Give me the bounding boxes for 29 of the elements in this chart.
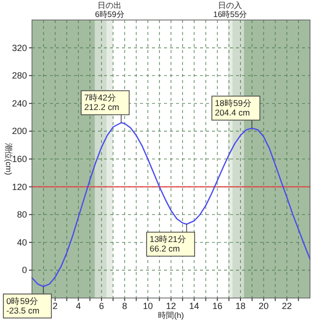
y-tick-label: 120: [12, 182, 27, 192]
annotation: 18時59分 204.4 cm: [214, 98, 252, 118]
band-label: 日の出 6時59分: [94, 1, 124, 19]
x-tick-label: 22: [282, 301, 292, 311]
x-tick-label: 2: [52, 301, 58, 311]
y-tick-label: 0: [22, 265, 27, 276]
y-tick-label: 320: [12, 42, 27, 53]
y-tick-label: 80: [16, 210, 27, 220]
y-tick-label: 200: [12, 126, 27, 136]
y-axis-title: 潮位(cm): [4, 143, 13, 176]
x-tick-label: 14: [189, 301, 200, 311]
y-tick-label: 40: [16, 237, 27, 248]
y-tick-label: 280: [12, 70, 27, 81]
x-tick-label: 16: [212, 301, 222, 311]
band-label: 日の入 16時55分: [213, 1, 248, 19]
y-tick-label: 160: [12, 154, 27, 164]
x-axis-title: 時間(h): [158, 311, 184, 320]
x-tick-label: 4: [76, 301, 81, 311]
annotation: 0時59分 -23.5 cm: [6, 296, 40, 316]
line-series: [31, 122, 311, 288]
x-tick-label: 12: [166, 301, 176, 311]
x-tick-label: 20: [258, 301, 269, 311]
x-tick-label: 18: [235, 301, 246, 311]
annotation: 7時42分 212.2 cm: [84, 92, 120, 112]
x-tick-label: 8: [122, 301, 128, 311]
x-tick-label: 6: [98, 301, 104, 311]
annotation: 13時21分 66.2 cm: [150, 234, 187, 254]
y-tick-label: 240: [12, 98, 27, 108]
x-tick-label: 10: [142, 301, 153, 311]
